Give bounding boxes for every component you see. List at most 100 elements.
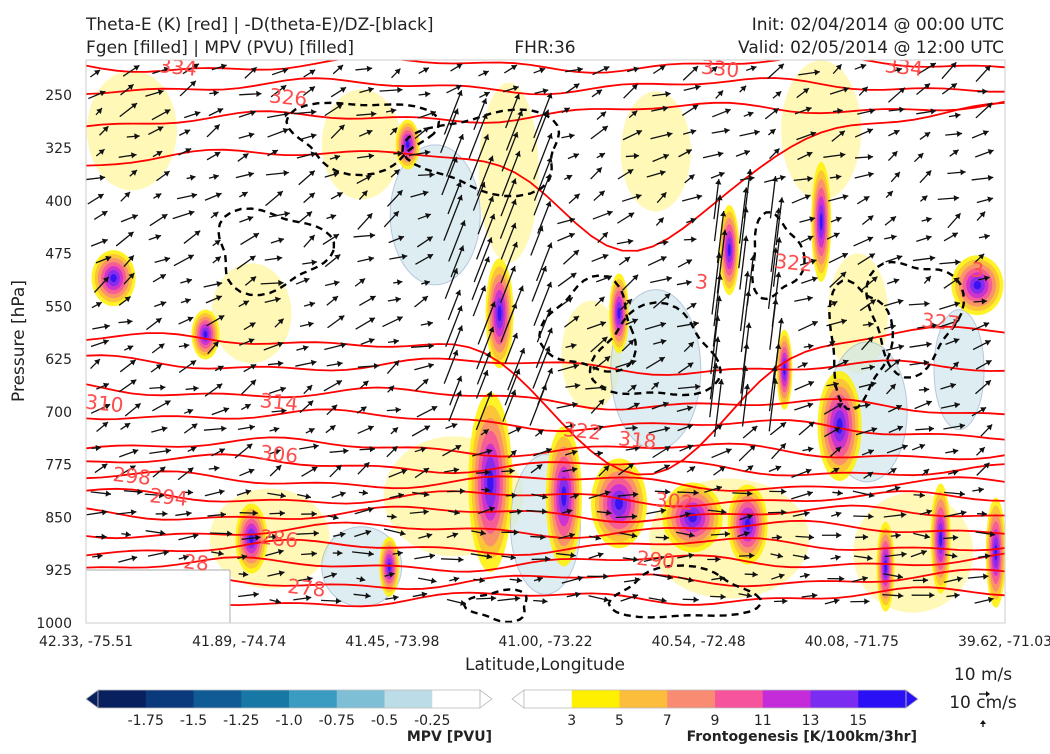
colorbar-mpv-swatch	[194, 690, 242, 708]
colorbar-fgen-swatch	[524, 690, 572, 708]
colorbar-fgen-extend-left	[512, 690, 524, 708]
wind-ref-horizontal: 10 m/s	[954, 665, 1012, 685]
title-forecast-hour: FHR:36	[514, 38, 575, 58]
colorbar-fgen-swatch	[572, 690, 620, 708]
colorbar-fgen-swatch	[858, 690, 906, 708]
x-tick-label: 41.89, -74.74	[192, 634, 286, 650]
theta-e-label: 294	[148, 483, 188, 511]
theta-e-label: 286	[259, 525, 299, 553]
colorbar-mpv-swatch	[146, 690, 194, 708]
y-tick-label: 475	[45, 247, 72, 263]
fgen-core	[388, 562, 391, 571]
colorbar-fgen-tick-label: 9	[711, 713, 720, 729]
theta-e-label: 298	[112, 462, 152, 490]
colorbar-fgen-tick-label: 5	[615, 713, 624, 729]
colorbar-fgen-swatch	[667, 690, 715, 708]
colorbar-mpv-tick-label: -1.75	[128, 713, 164, 729]
colorbar-fgen-swatch	[620, 690, 668, 708]
colorbar-mpv-swatch	[98, 690, 146, 708]
fgen-core	[561, 486, 566, 506]
fgen-core	[110, 274, 116, 282]
y-tick-label: 1000	[36, 616, 72, 632]
colorbar-mpv-swatch	[289, 690, 337, 708]
theta-e-label: 278	[286, 574, 326, 602]
colorbar-mpv-extend-right	[480, 690, 492, 708]
colorbar-fgen-tick-label: 7	[663, 713, 672, 729]
x-axis-ticks: 42.33, -75.51 41.89, -74.74 41.45, -73.98 4…	[39, 634, 1050, 650]
fgen-core	[974, 281, 981, 290]
colorbar-mpv-tick-label: -0.5	[371, 713, 398, 729]
y-axis-ticks: 250 325 400 475 550 625 700 775 850 925 1000	[36, 88, 72, 632]
fgen-core	[728, 244, 731, 257]
fgen-core	[820, 213, 823, 230]
colorbar-mpv-swatch	[241, 690, 289, 708]
title-left-line1: Theta-E (K) [red] | -D(theta-E)/DZ-[blac…	[85, 15, 434, 35]
colorbar-fgen-label: Frontogenesis [K/100km/3hr]	[687, 729, 917, 745]
fgen-core	[618, 308, 621, 319]
colorbar-fgen-extend-right	[906, 690, 918, 708]
colorbar-frontogenesis: 3 5 7 9 11 13 15	[512, 690, 918, 729]
colorbar-mpv-tick-label: -0.75	[319, 713, 355, 729]
fgen-core	[745, 519, 751, 530]
theta-e-label: 306	[259, 440, 299, 468]
theta-e-label: 3	[694, 269, 709, 294]
x-tick-label: 39.62, -71.03	[958, 634, 1050, 650]
colorbar-mpv-tick-label: -1.5	[180, 713, 207, 729]
title-left-line2: Fgen [filled] | MPV (PVU) [filled]	[86, 38, 354, 58]
wind-ref-vertical: 10 cm/s	[949, 693, 1017, 713]
y-tick-label: 925	[45, 563, 72, 579]
colorbar-mpv-extend-left	[86, 690, 98, 708]
colorbar-fgen-tick-label: 11	[754, 713, 772, 729]
y-axis-label: Pressure [hPa]	[9, 280, 29, 402]
colorbar-mpv: -1.75 -1.5 -1.25 -1.0 -0.75 -0.5 -0.25	[86, 690, 492, 729]
theta-e-label: 322	[773, 249, 813, 277]
colorbar-fgen-swatch	[763, 690, 811, 708]
y-tick-label: 700	[45, 405, 72, 421]
x-tick-label: 42.33, -75.51	[39, 634, 133, 650]
colorbar-mpv-label: MPV [PVU]	[407, 729, 492, 745]
theta-e-label: 302	[654, 487, 694, 515]
terrain-mask	[86, 570, 230, 623]
y-tick-label: 325	[45, 141, 72, 157]
y-tick-label: 550	[45, 299, 72, 315]
fgen-core	[498, 305, 502, 321]
fgen-core	[203, 331, 207, 338]
fgen-core	[939, 531, 942, 547]
title-init-time: Init: 02/04/2014 @ 00:00 UTC	[752, 15, 1004, 35]
colorbar-mpv-swatch	[385, 690, 433, 708]
y-tick-label: 775	[45, 458, 72, 474]
colorbar-fgen-tick-label: 3	[567, 713, 576, 729]
fgen-core	[406, 141, 409, 148]
colorbar-mpv-tick-label: -1.25	[223, 713, 259, 729]
x-tick-label: 40.54, -72.48	[652, 634, 746, 650]
colorbar-fgen-swatch	[715, 690, 763, 708]
colorbar-fgen-tick-label: 15	[849, 713, 867, 729]
y-tick-label: 400	[45, 194, 72, 210]
colorbar-mpv-swatch	[337, 690, 385, 708]
theta-e-label: 326	[268, 83, 308, 111]
colorbar-fgen-tick-label: 13	[802, 713, 820, 729]
theta-e-label: 28	[182, 549, 210, 576]
colorbar-mpv-tick-label: -1.0	[275, 713, 302, 729]
x-axis-label: Latitude,Longitude	[465, 655, 625, 675]
theta-e-label: 322	[562, 417, 602, 445]
theta-e-label: 330	[700, 55, 740, 83]
theta-e-label: 318	[617, 426, 657, 454]
fgen-core	[884, 560, 887, 573]
title-valid-time: Valid: 02/05/2014 @ 12:00 UTC	[738, 38, 1004, 58]
colorbar-fgen-swatch	[811, 690, 859, 708]
y-tick-label: 625	[45, 352, 72, 368]
fgen-core	[994, 545, 997, 561]
theta-e-label: 310	[84, 389, 124, 417]
y-tick-label: 250	[45, 88, 72, 104]
theta-e-label: 3	[970, 257, 985, 282]
x-tick-label: 41.00, -73.22	[498, 634, 592, 650]
x-tick-label: 40.08, -71.75	[805, 634, 899, 650]
y-tick-label: 850	[45, 510, 72, 526]
colorbar-mpv-tick-label: -0.25	[414, 713, 450, 729]
x-tick-label: 41.45, -73.98	[345, 634, 439, 650]
theta-e-label: 327	[920, 308, 960, 336]
theta-e-label: 314	[259, 388, 299, 416]
